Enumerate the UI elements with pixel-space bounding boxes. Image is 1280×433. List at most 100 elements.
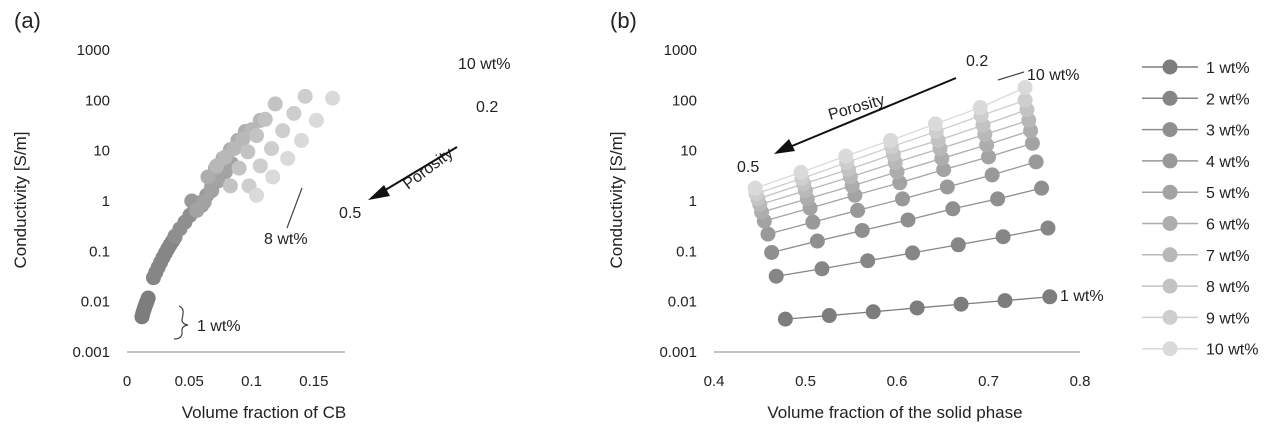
legend-item: 1 wt% — [1142, 59, 1250, 77]
panel-a-10wt-label: 10 wt% — [458, 56, 510, 73]
panel-a-data-point — [252, 158, 268, 174]
panel-a-x-ticks: 0 0.05 0.1 0.15 — [123, 373, 329, 390]
panel-a-data-point — [264, 141, 280, 157]
legend-item: 4 wt% — [1142, 153, 1250, 171]
panel-b-x-tick-label: 0.5 — [795, 373, 816, 390]
legend-marker — [1162, 59, 1178, 75]
panel-a-data-point — [280, 150, 296, 166]
panel-a-02-label: 0.2 — [476, 99, 498, 116]
legend-label: 3 wt% — [1206, 123, 1250, 140]
panel-a-series-9 — [241, 88, 313, 194]
panel-a-series — [134, 88, 341, 325]
panel-a-data-point — [226, 141, 242, 157]
panel-a-y-ticks: 0.001 0.01 0.1 1 10 100 1000 — [72, 42, 110, 361]
panel-b-y-tick-label: 1 — [689, 193, 697, 210]
legend-label: 5 wt% — [1206, 185, 1250, 202]
panel-b-data-point — [760, 226, 776, 242]
legend-item: 9 wt% — [1142, 309, 1250, 327]
panel-a-y-tick-label: 1000 — [77, 42, 110, 59]
panel-b-data-point — [1040, 220, 1056, 236]
panel-b-data-point — [905, 245, 921, 261]
panel-b-data-point — [1017, 79, 1033, 95]
panel-a-label: (a) — [14, 8, 41, 33]
legend-item: 10 wt% — [1142, 341, 1258, 359]
panel-b-data-point — [1042, 289, 1058, 305]
panel-a-x-title: Volume fraction of CB — [182, 403, 346, 422]
panel-a-data-point — [325, 90, 341, 106]
legend-label: 7 wt% — [1206, 248, 1250, 265]
panel-b-x-ticks: 0.4 0.5 0.6 0.7 0.8 — [704, 373, 1091, 390]
panel-b-data-point — [764, 244, 780, 260]
panel-b-y-title: Conductivity [S/m] — [607, 132, 626, 269]
panel-b-data-point — [939, 179, 955, 195]
panel-a-data-point — [140, 290, 156, 306]
panel-b-data-point — [1024, 135, 1040, 151]
panel-a-1wt-label: 1 wt% — [197, 318, 241, 335]
panel-b-data-point — [950, 237, 966, 253]
panel-b-data-point — [805, 214, 821, 230]
panel-b-series-1 — [777, 289, 1058, 327]
panel-a-8wt-leader — [286, 187, 303, 229]
panel-b-data-point — [809, 233, 825, 249]
panel-a-data-point — [265, 169, 281, 185]
panel-a-data-point — [196, 194, 212, 210]
legend-label: 4 wt% — [1206, 154, 1250, 171]
panel-a-data-point — [222, 178, 238, 194]
panel-b-data-point — [1017, 92, 1033, 108]
legend-item: 5 wt% — [1142, 184, 1250, 202]
panel-b-data-point — [900, 212, 916, 228]
panel-a-data-point — [308, 112, 324, 128]
panel-a-y-tick-label: 0.1 — [89, 243, 110, 260]
legend-marker — [1162, 216, 1178, 231]
panel-b-data-point — [936, 162, 952, 178]
panel-a-data-point — [286, 105, 302, 121]
panel-b-data-point — [814, 261, 830, 277]
legend-marker — [1162, 184, 1178, 200]
panel-a-y-title: Conductivity [S/m] — [11, 132, 30, 269]
panel-b-data-point — [865, 304, 881, 320]
legend-label: 2 wt% — [1206, 91, 1250, 108]
panel-b-label: (b) — [610, 8, 637, 33]
panel-b-02-label: 0.2 — [966, 53, 988, 70]
panel-a-series-10 — [249, 90, 341, 203]
panel-b-data-point — [854, 222, 870, 238]
panel-b-data-point — [995, 229, 1011, 245]
panel-a-1wt-brace — [173, 305, 189, 340]
panel-b-y-tick-label: 0.01 — [668, 294, 697, 311]
panel-b-y-tick-label: 100 — [672, 92, 697, 109]
panel-b-x-title: Volume fraction of the solid phase — [767, 403, 1022, 422]
legend-item: 2 wt% — [1142, 90, 1250, 108]
panel-b-data-point — [1034, 180, 1050, 196]
panel-a-data-point — [275, 123, 291, 139]
panel-b-data-point — [777, 311, 793, 327]
panel-a-y-tick-label: 1 — [102, 193, 110, 210]
legend-marker — [1162, 153, 1178, 169]
panel-a-series-8 — [222, 96, 283, 194]
legend-marker — [1162, 247, 1178, 263]
panel-b-series-2 — [768, 220, 1056, 284]
panel-b-series-3 — [764, 180, 1050, 260]
panel-b-10wt-label: 10 wt% — [1027, 67, 1079, 84]
legend-marker — [1162, 341, 1178, 357]
panel-a-data-point — [231, 160, 247, 176]
panel-b-data-point — [972, 100, 988, 116]
panel-a-data-point — [240, 144, 256, 160]
legend-item: 3 wt% — [1142, 122, 1250, 140]
legend-item: 6 wt% — [1142, 216, 1250, 234]
panel-a-x-tick-label: 0.05 — [175, 373, 204, 390]
panel-a-porosity-arrow — [368, 146, 458, 200]
legend-item: 8 wt% — [1142, 278, 1250, 296]
panel-b-data-point — [1028, 154, 1044, 170]
panel-a-series-1 — [134, 290, 156, 325]
panel-a-data-point — [267, 96, 283, 112]
legend-label: 1 wt% — [1206, 60, 1250, 77]
panel-a-data-point — [293, 132, 309, 148]
panel-b-x-tick-label: 0.8 — [1070, 373, 1091, 390]
panel-b-data-point — [883, 132, 899, 148]
panel-b-x-tick-label: 0.6 — [887, 373, 908, 390]
panel-b-y-ticks: 0.001 0.01 0.1 1 10 100 1000 — [659, 42, 697, 361]
panel-a-y-tick-label: 0.01 — [81, 294, 110, 311]
